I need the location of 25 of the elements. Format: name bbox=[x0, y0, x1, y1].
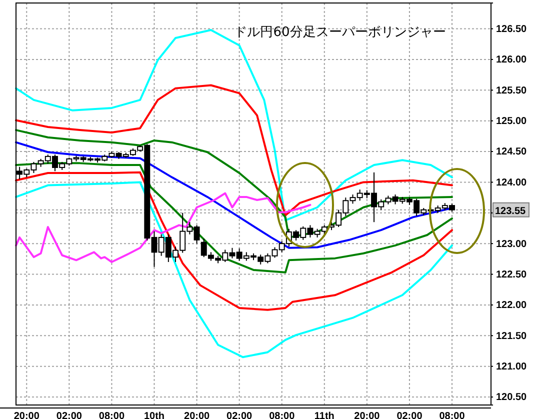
y-tick-label: 123.00 bbox=[496, 238, 528, 250]
text: ドル円60分足スーパーボリンジャー bbox=[234, 25, 446, 40]
x-tick-label: 02:00 bbox=[226, 411, 253, 419]
y-tick-label: 125.50 bbox=[496, 85, 528, 96]
y-tick-label: 121.00 bbox=[496, 362, 528, 373]
x-tick-label: 20:00 bbox=[14, 411, 40, 419]
x-tick-label: 11th bbox=[314, 411, 334, 419]
y-tick-label: 125.00 bbox=[496, 116, 528, 128]
x-tick-label: 02:00 bbox=[56, 411, 82, 419]
y-tick-label: 124.50 bbox=[496, 146, 528, 158]
x-tick-label: 02:00 bbox=[396, 411, 423, 419]
x-tick-label: 08:00 bbox=[98, 411, 125, 419]
x-tick-label: 08:00 bbox=[269, 411, 296, 419]
y-tick-label: 126.50 bbox=[496, 24, 528, 35]
y-tick-label: 122.00 bbox=[496, 300, 528, 312]
y-tick-label: 120.50 bbox=[496, 392, 528, 404]
y-tick-label: 126.00 bbox=[496, 54, 528, 66]
x-tick-label: 20:00 bbox=[354, 411, 380, 419]
y-tick-label: 124.00 bbox=[496, 177, 528, 188]
x-tick-label: 10th bbox=[144, 411, 165, 419]
x-tick-label: 20:00 bbox=[184, 411, 210, 419]
y-tick-label: 121.50 bbox=[496, 330, 528, 342]
x-tick-label: 08:00 bbox=[439, 411, 466, 419]
ref-line-label: 123.55 bbox=[495, 206, 526, 217]
y-tick-label: 122.50 bbox=[496, 269, 528, 280]
